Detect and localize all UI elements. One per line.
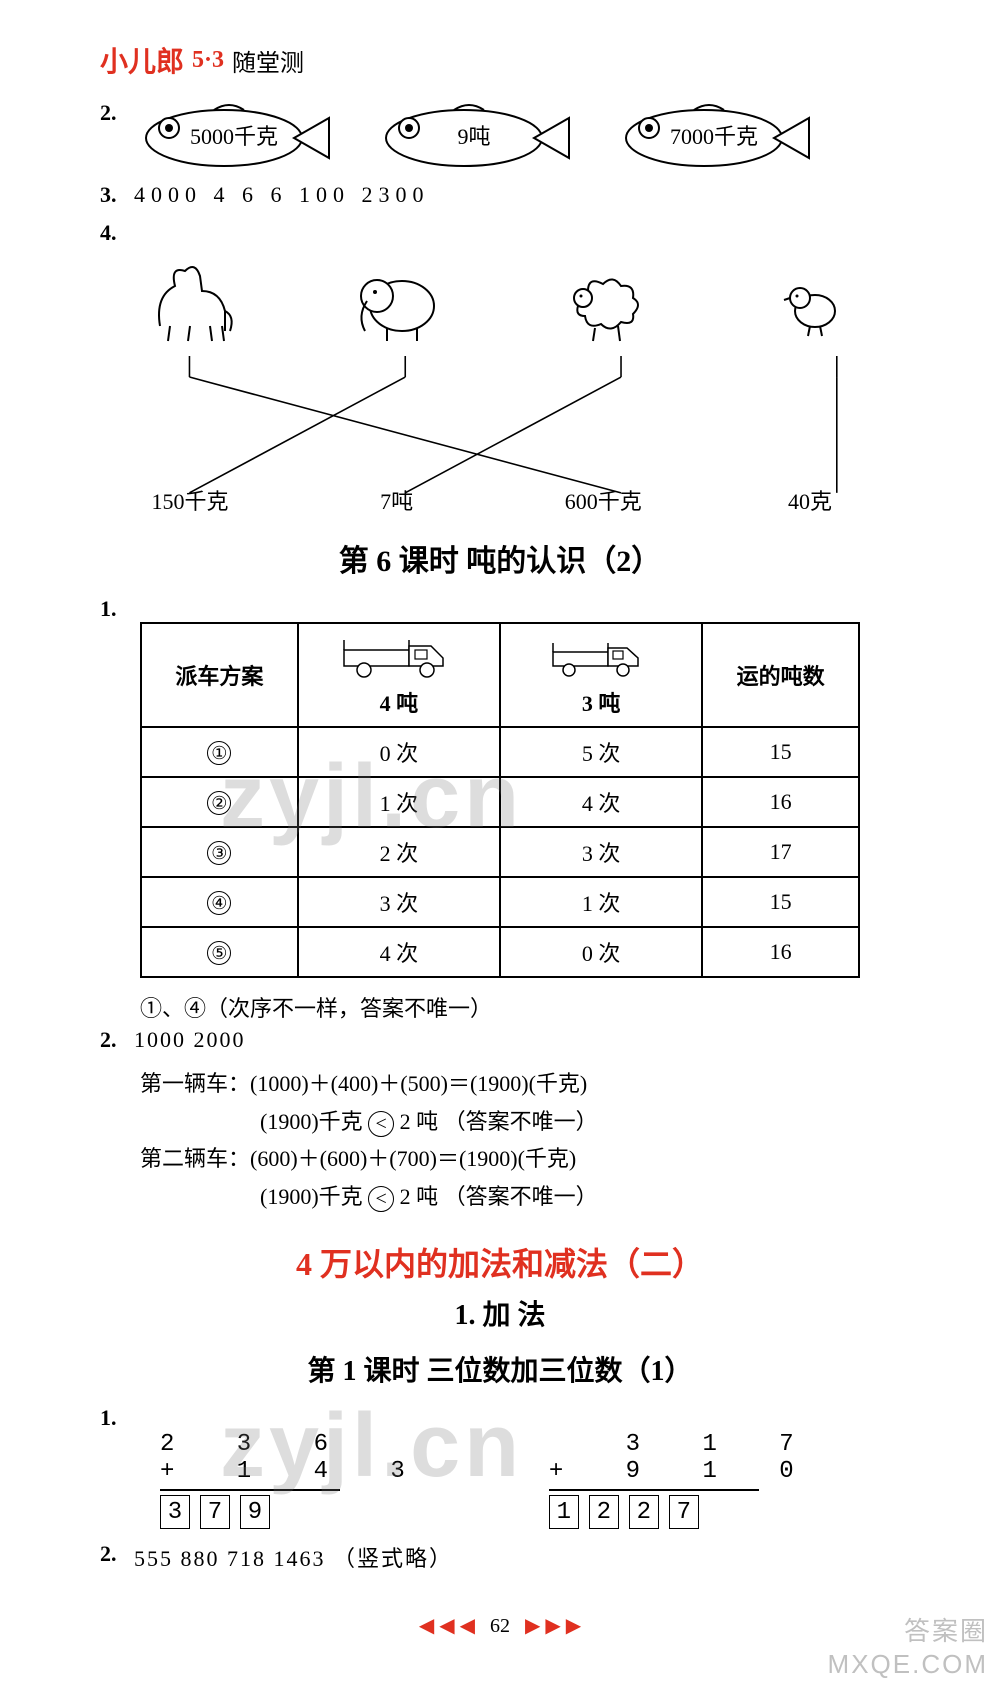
series-number: 5·3	[192, 47, 224, 74]
fish-3-label: 7000千克	[670, 119, 758, 151]
q3-number: 3.	[100, 182, 130, 208]
truck-icon	[541, 632, 661, 682]
fish-1-label: 5000千克	[190, 119, 278, 151]
weight-3: 600千克	[543, 484, 663, 516]
q3-answers: 4000 4 6 6 100 2300	[134, 182, 430, 207]
result-boxes: 379	[160, 1495, 429, 1529]
fish-2: 9吨	[374, 100, 574, 170]
corner-watermark-bottom: MXQE.COM	[828, 1649, 988, 1680]
chapter4-sub1: 1. 加 法	[100, 1293, 900, 1333]
table-row: ②1 次4 次16	[141, 777, 859, 827]
right-arrows: ▶ ▶ ▶	[525, 1615, 581, 1637]
book-header: 小儿郎 5·3 随堂测	[100, 40, 900, 80]
question-1-table: 1. 派车方案 4 吨	[100, 596, 900, 978]
truck-icon	[339, 632, 459, 682]
question-4-matching: 4.	[100, 220, 900, 516]
logo-text: 小儿郎	[100, 40, 184, 80]
question-2b: 2. 1000 2000	[100, 1027, 900, 1053]
compare-op: <	[368, 1186, 394, 1212]
fish-1: 5000千克	[134, 100, 334, 170]
table-row: ④3 次1 次15	[141, 877, 859, 927]
q2b-line2: 第一辆车：(1000)＋(400)＋(500)＝(1900)(千克)	[140, 1065, 900, 1102]
col-plan: 派车方案	[141, 623, 298, 727]
series-name: 随堂测	[232, 43, 304, 78]
q2b-line3: (1900)千克 < 2 吨 （答案不唯一）	[140, 1103, 900, 1140]
page-number: 62	[490, 1615, 510, 1637]
fish-2-label: 9吨	[457, 119, 490, 151]
chapter4-title: 4 万以内的加法和减法（二）	[100, 1239, 900, 1285]
truck4-label: 4 吨	[309, 686, 489, 718]
add1-number: 1.	[100, 1405, 130, 1431]
table-q-number: 1.	[100, 596, 130, 622]
q4-number: 4.	[100, 220, 130, 246]
table-row: ①0 次5 次15	[141, 727, 859, 777]
q2b-line1: 1000 2000	[134, 1027, 246, 1052]
fish-3: 7000千克	[614, 100, 814, 170]
page: 小儿郎 5·3 随堂测 2. 5000千克	[0, 0, 1000, 1698]
table-note: ①、④（次序不一样，答案不唯一）	[140, 990, 900, 1027]
question-2-fish: 2. 5000千克 9吨	[100, 100, 900, 170]
addition-right: 3 1 7 + 9 1 0 1227	[549, 1431, 818, 1529]
row-num: ③	[207, 841, 231, 865]
col-tons: 运的吨数	[702, 623, 859, 727]
chapter4-sub2: 第 1 课时 三位数加三位数（1）	[100, 1349, 900, 1389]
q2-number: 2.	[100, 100, 130, 126]
result-boxes: 1227	[549, 1495, 818, 1529]
addition-q2: 2. 555 880 718 1463 （竖式略）	[100, 1541, 900, 1573]
weight-4: 40克	[750, 484, 870, 516]
q2b-number: 2.	[100, 1027, 130, 1053]
question-3: 3. 4000 4 6 6 100 2300	[100, 182, 900, 208]
col-truck4: 4 吨	[298, 623, 500, 727]
corner-watermark-top: 答案圈	[904, 1611, 988, 1648]
table-row: ⑤4 次0 次16	[141, 927, 859, 977]
add2-answers: 555 880 718 1463 （竖式略）	[134, 1546, 453, 1571]
addition-q1: 1. 2 3 6 + 1 4 3 379 3 1 7 + 9 1 0 1227 …	[100, 1405, 900, 1529]
table-header-row: 派车方案 4 吨	[141, 623, 859, 727]
add2-number: 2.	[100, 1541, 130, 1567]
row-num: ②	[207, 791, 231, 815]
addition-left: 2 3 6 + 1 4 3 379	[160, 1431, 429, 1529]
row-num: ⑤	[207, 941, 231, 965]
weight-1: 150千克	[130, 484, 250, 516]
left-arrows: ◀ ◀ ◀	[419, 1615, 475, 1637]
lesson6-title: 第 6 课时 吨的认识（2）	[100, 536, 900, 580]
dispatch-table: 派车方案 4 吨	[140, 622, 860, 978]
q2b-line4: 第二辆车：(600)＋(600)＋(700)＝(1900)(千克)	[140, 1140, 900, 1177]
weight-2: 7吨	[337, 484, 457, 516]
row-num: ④	[207, 891, 231, 915]
q2b-line5: (1900)千克 < 2 吨 （答案不唯一）	[140, 1178, 900, 1215]
truck3-label: 3 吨	[511, 686, 691, 718]
page-footer: ◀ ◀ ◀ 62 ▶ ▶ ▶	[100, 1613, 900, 1638]
table-row: ③2 次3 次17	[141, 827, 859, 877]
col-truck3: 3 吨	[500, 623, 702, 727]
row-num: ①	[207, 741, 231, 765]
compare-op: <	[368, 1111, 394, 1137]
